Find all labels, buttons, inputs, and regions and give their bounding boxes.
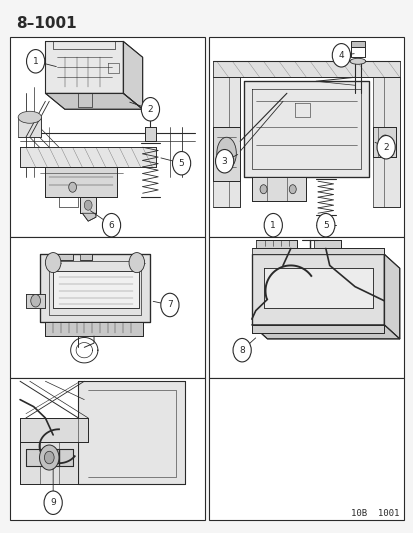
Polygon shape [212, 77, 240, 207]
Polygon shape [263, 268, 372, 308]
Circle shape [259, 185, 266, 193]
Polygon shape [82, 213, 96, 221]
Circle shape [263, 213, 282, 237]
Text: 7: 7 [166, 301, 172, 310]
Polygon shape [20, 442, 78, 484]
Circle shape [44, 491, 62, 514]
Polygon shape [20, 147, 156, 167]
Polygon shape [212, 61, 399, 77]
Circle shape [84, 200, 92, 210]
Polygon shape [53, 254, 72, 260]
Text: 10B  1001: 10B 1001 [350, 509, 399, 518]
Ellipse shape [349, 58, 365, 64]
Circle shape [376, 135, 394, 159]
Bar [10, 37, 204, 237]
Text: 1: 1 [33, 57, 38, 66]
Text: 4: 4 [338, 51, 343, 60]
Circle shape [233, 338, 251, 362]
Text: 3: 3 [221, 157, 227, 166]
Polygon shape [255, 240, 296, 248]
Circle shape [69, 182, 76, 192]
Circle shape [332, 44, 350, 67]
Bar [10, 378, 204, 520]
Polygon shape [123, 41, 142, 109]
Polygon shape [313, 240, 341, 248]
Text: 2: 2 [147, 105, 153, 114]
Circle shape [26, 50, 45, 73]
Polygon shape [20, 418, 88, 442]
Circle shape [45, 253, 61, 273]
Text: 2: 2 [382, 143, 388, 152]
Polygon shape [80, 254, 92, 260]
Polygon shape [18, 117, 41, 137]
Polygon shape [45, 93, 142, 109]
Polygon shape [45, 41, 123, 93]
Polygon shape [39, 254, 150, 322]
Circle shape [31, 294, 40, 307]
Polygon shape [372, 77, 399, 207]
Polygon shape [144, 127, 156, 141]
Bar [209, 237, 403, 378]
Polygon shape [350, 41, 364, 47]
Circle shape [39, 445, 59, 470]
Polygon shape [251, 248, 383, 254]
Polygon shape [45, 322, 142, 336]
Polygon shape [53, 271, 138, 308]
Circle shape [316, 213, 334, 237]
Polygon shape [212, 127, 240, 181]
Ellipse shape [216, 137, 236, 169]
Polygon shape [251, 325, 383, 333]
Text: 6: 6 [108, 221, 114, 230]
Text: 1: 1 [270, 221, 275, 230]
Circle shape [160, 293, 178, 317]
Circle shape [215, 150, 233, 173]
Polygon shape [251, 177, 306, 201]
Polygon shape [26, 449, 72, 466]
Polygon shape [26, 294, 45, 308]
Polygon shape [251, 325, 399, 339]
Bar [209, 37, 403, 237]
Polygon shape [45, 167, 117, 197]
Text: 5: 5 [322, 221, 328, 230]
Text: 8: 8 [239, 346, 244, 354]
Polygon shape [372, 127, 395, 157]
Circle shape [172, 151, 190, 175]
Circle shape [129, 253, 144, 273]
Circle shape [44, 451, 54, 464]
Bar [10, 237, 204, 378]
Polygon shape [251, 254, 383, 325]
Bar [209, 378, 403, 520]
Text: 9: 9 [50, 498, 56, 507]
Circle shape [289, 185, 296, 193]
Ellipse shape [18, 111, 41, 123]
Polygon shape [383, 254, 399, 339]
Circle shape [102, 213, 120, 237]
Text: 5: 5 [178, 159, 184, 168]
Polygon shape [78, 381, 185, 484]
Circle shape [141, 98, 159, 121]
Text: 8–1001: 8–1001 [17, 16, 77, 31]
Polygon shape [244, 81, 368, 177]
Polygon shape [80, 197, 96, 213]
Circle shape [380, 135, 389, 148]
